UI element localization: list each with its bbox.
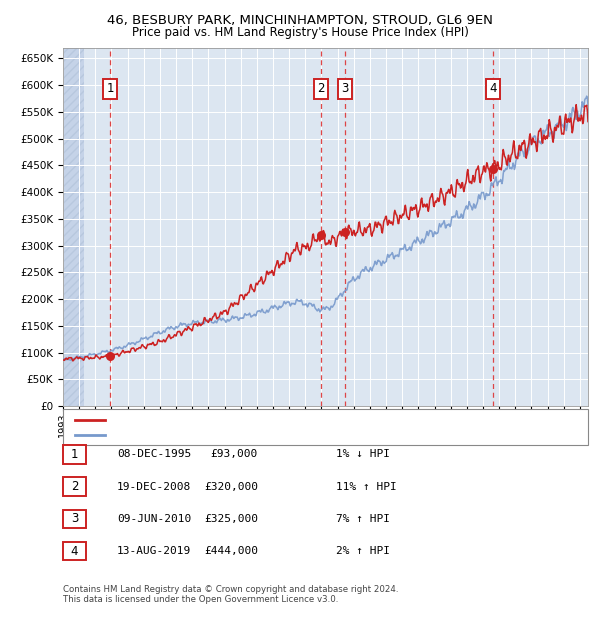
Text: Price paid vs. HM Land Registry's House Price Index (HPI): Price paid vs. HM Land Registry's House … [131,26,469,39]
Text: 11% ↑ HPI: 11% ↑ HPI [336,482,397,492]
Text: 46, BESBURY PARK, MINCHINHAMPTON, STROUD, GL6 9EN: 46, BESBURY PARK, MINCHINHAMPTON, STROUD… [107,14,493,27]
Text: 3: 3 [341,82,349,95]
Bar [63,48,84,406]
Text: 7% ↑ HPI: 7% ↑ HPI [336,514,390,524]
Text: £325,000: £325,000 [204,514,258,524]
Text: 09-JUN-2010: 09-JUN-2010 [117,514,191,524]
Text: 3: 3 [71,513,78,525]
Text: HPI: Average price, detached house, Stroud: HPI: Average price, detached house, Stro… [111,430,324,440]
Text: 1% ↓ HPI: 1% ↓ HPI [336,450,390,459]
Text: 46, BESBURY PARK, MINCHINHAMPTON, STROUD, GL6 9EN (detached house): 46, BESBURY PARK, MINCHINHAMPTON, STROUD… [111,415,487,425]
Text: £320,000: £320,000 [204,482,258,492]
Text: 13-AUG-2019: 13-AUG-2019 [117,546,191,556]
Text: 1: 1 [106,82,114,95]
Text: Contains HM Land Registry data © Crown copyright and database right 2024.
This d: Contains HM Land Registry data © Crown c… [63,585,398,604]
Text: 4: 4 [489,82,497,95]
Text: 2: 2 [71,480,78,493]
Text: 19-DEC-2008: 19-DEC-2008 [117,482,191,492]
Text: 2% ↑ HPI: 2% ↑ HPI [336,546,390,556]
Text: £444,000: £444,000 [204,546,258,556]
Text: 2: 2 [317,82,325,95]
Text: 4: 4 [71,545,78,557]
Text: £93,000: £93,000 [211,450,258,459]
Text: 1: 1 [71,448,78,461]
Text: 08-DEC-1995: 08-DEC-1995 [117,450,191,459]
